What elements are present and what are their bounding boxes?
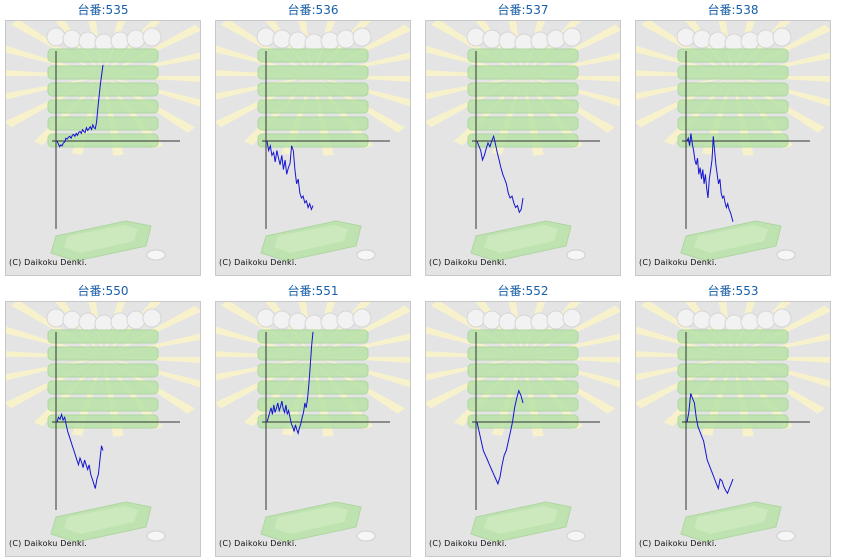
background-illustration xyxy=(6,21,200,262)
slump-graph-panel: (C) Daikoku Denki. xyxy=(5,20,201,276)
machine-card[interactable]: 台番:536 (C) Daikoku Denki. xyxy=(215,0,411,276)
machine-number-title[interactable]: 台番:538 xyxy=(707,3,759,17)
slump-graph xyxy=(426,302,620,543)
background-illustration xyxy=(6,302,200,543)
slump-graph xyxy=(216,302,410,543)
machine-number-title[interactable]: 台番:536 xyxy=(287,3,339,17)
slump-line xyxy=(686,133,734,222)
background-illustration xyxy=(426,21,620,262)
slump-line xyxy=(266,331,314,436)
machine-card[interactable]: 台番:551 (C) Daikoku Denki. xyxy=(215,281,411,557)
copyright-credit: (C) Daikoku Denki. xyxy=(639,539,718,548)
machine-card[interactable]: 台番:535 (C) Daikoku Denki. xyxy=(5,0,201,276)
copyright-credit: (C) Daikoku Denki. xyxy=(219,258,298,267)
machine-card[interactable]: 台番:537 (C) Daikoku Denki. xyxy=(425,0,621,276)
slump-graph xyxy=(636,302,830,543)
slump-graph-panel: (C) Daikoku Denki. xyxy=(215,20,411,276)
copyright-credit: (C) Daikoku Denki. xyxy=(429,258,508,267)
machine-card[interactable]: 台番:552 (C) Daikoku Denki. xyxy=(425,281,621,557)
copyright-credit: (C) Daikoku Denki. xyxy=(429,539,508,548)
machine-number-title[interactable]: 台番:535 xyxy=(77,3,129,17)
slump-graph-panel: (C) Daikoku Denki. xyxy=(215,301,411,557)
machine-number-title[interactable]: 台番:537 xyxy=(497,3,549,17)
slump-line xyxy=(56,64,104,148)
background-illustration xyxy=(216,21,410,262)
copyright-credit: (C) Daikoku Denki. xyxy=(219,539,298,548)
slump-graph xyxy=(6,302,200,543)
slump-line xyxy=(476,134,524,214)
slump-graph-panel: (C) Daikoku Denki. xyxy=(635,301,831,557)
machine-number-title[interactable]: 台番:550 xyxy=(77,284,129,298)
machine-card[interactable]: 台番:538 (C) Daikoku Denki. xyxy=(635,0,831,276)
machine-card[interactable]: 台番:550 (C) Daikoku Denki. xyxy=(5,281,201,557)
slump-graph xyxy=(636,21,830,262)
copyright-credit: (C) Daikoku Denki. xyxy=(639,258,718,267)
slump-graph xyxy=(216,21,410,262)
slump-graph-panel: (C) Daikoku Denki. xyxy=(425,301,621,557)
copyright-credit: (C) Daikoku Denki. xyxy=(9,258,88,267)
background-illustration xyxy=(636,302,830,543)
slump-graph-panel: (C) Daikoku Denki. xyxy=(425,20,621,276)
machine-number-title[interactable]: 台番:553 xyxy=(707,284,759,298)
slump-graph xyxy=(6,21,200,262)
machine-card[interactable]: 台番:553 (C) Daikoku Denki. xyxy=(635,281,831,557)
slump-line xyxy=(686,393,734,495)
background-illustration xyxy=(426,302,620,543)
machine-number-title[interactable]: 台番:552 xyxy=(497,284,549,298)
slump-graph-panel: (C) Daikoku Denki. xyxy=(635,20,831,276)
background-illustration xyxy=(636,21,830,262)
copyright-credit: (C) Daikoku Denki. xyxy=(9,539,88,548)
slump-graph-panel: (C) Daikoku Denki. xyxy=(5,301,201,557)
machine-number-title[interactable]: 台番:551 xyxy=(287,284,339,298)
slump-graph xyxy=(426,21,620,262)
slump-line xyxy=(266,140,314,211)
slump-line xyxy=(56,412,104,489)
slump-line xyxy=(476,389,524,486)
